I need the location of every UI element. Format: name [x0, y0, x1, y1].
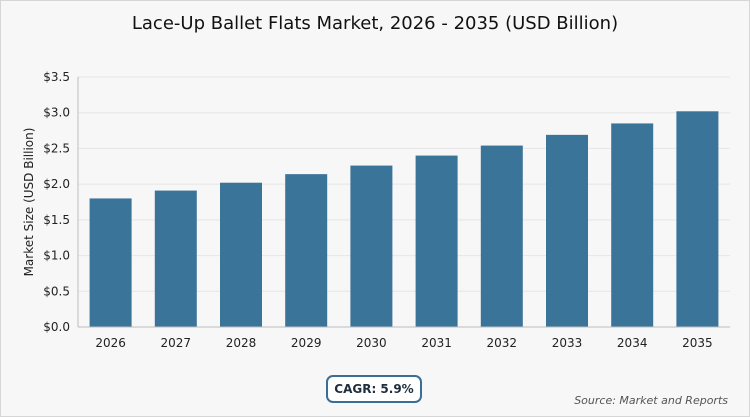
x-tick-label: 2027: [161, 336, 192, 350]
chart-title: Lace-Up Ballet Flats Market, 2026 - 2035…: [131, 13, 619, 34]
bar-2026: [89, 198, 132, 327]
y-axis-label: Market Size (USD Billion): [22, 128, 36, 277]
x-tick-label: 2032: [487, 336, 518, 350]
x-tick-label: 2029: [291, 336, 322, 350]
x-tick-label: 2034: [617, 336, 648, 350]
y-tick-label: $3.5: [43, 70, 70, 84]
y-tick-label: $1.0: [43, 249, 70, 263]
bar-2027: [154, 190, 197, 327]
y-tick-label: $0.5: [43, 284, 70, 298]
source-note: Source: Market and Reports: [574, 394, 728, 407]
bar-2035: [676, 111, 719, 328]
x-tick-label: 2035: [682, 336, 713, 350]
y-tick-label: $0.0: [43, 320, 70, 334]
y-axis-ticks: $0.0 $0.5 $1.0 $1.5 $2.0 $2.5 $3.0 $3.5: [43, 70, 70, 334]
x-tick-label: 2028: [226, 336, 257, 350]
x-tick-label: 2030: [356, 336, 387, 350]
bars: [89, 111, 719, 328]
x-axis-ticks: 2026 2027 2028 2029 2030 2031 2032 2033 2034 2035: [95, 336, 712, 350]
y-tick-label: $3.0: [43, 106, 70, 120]
bar-2034: [611, 123, 654, 327]
x-tick-label: 2026: [95, 336, 126, 350]
bar-2033: [546, 134, 588, 327]
bar-2030: [350, 165, 393, 327]
y-tick-label: $2.0: [43, 177, 70, 191]
bar-2029: [285, 174, 328, 327]
y-tick-label: $2.5: [43, 141, 70, 155]
bar-2032: [480, 145, 523, 327]
y-tick-label: $1.5: [43, 213, 70, 227]
bar-2031: [415, 155, 458, 327]
cagr-badge: CAGR: 5.9%: [326, 375, 422, 403]
x-tick-label: 2031: [421, 336, 452, 350]
x-tick-label: 2033: [552, 336, 583, 350]
bar-2028: [220, 182, 262, 327]
